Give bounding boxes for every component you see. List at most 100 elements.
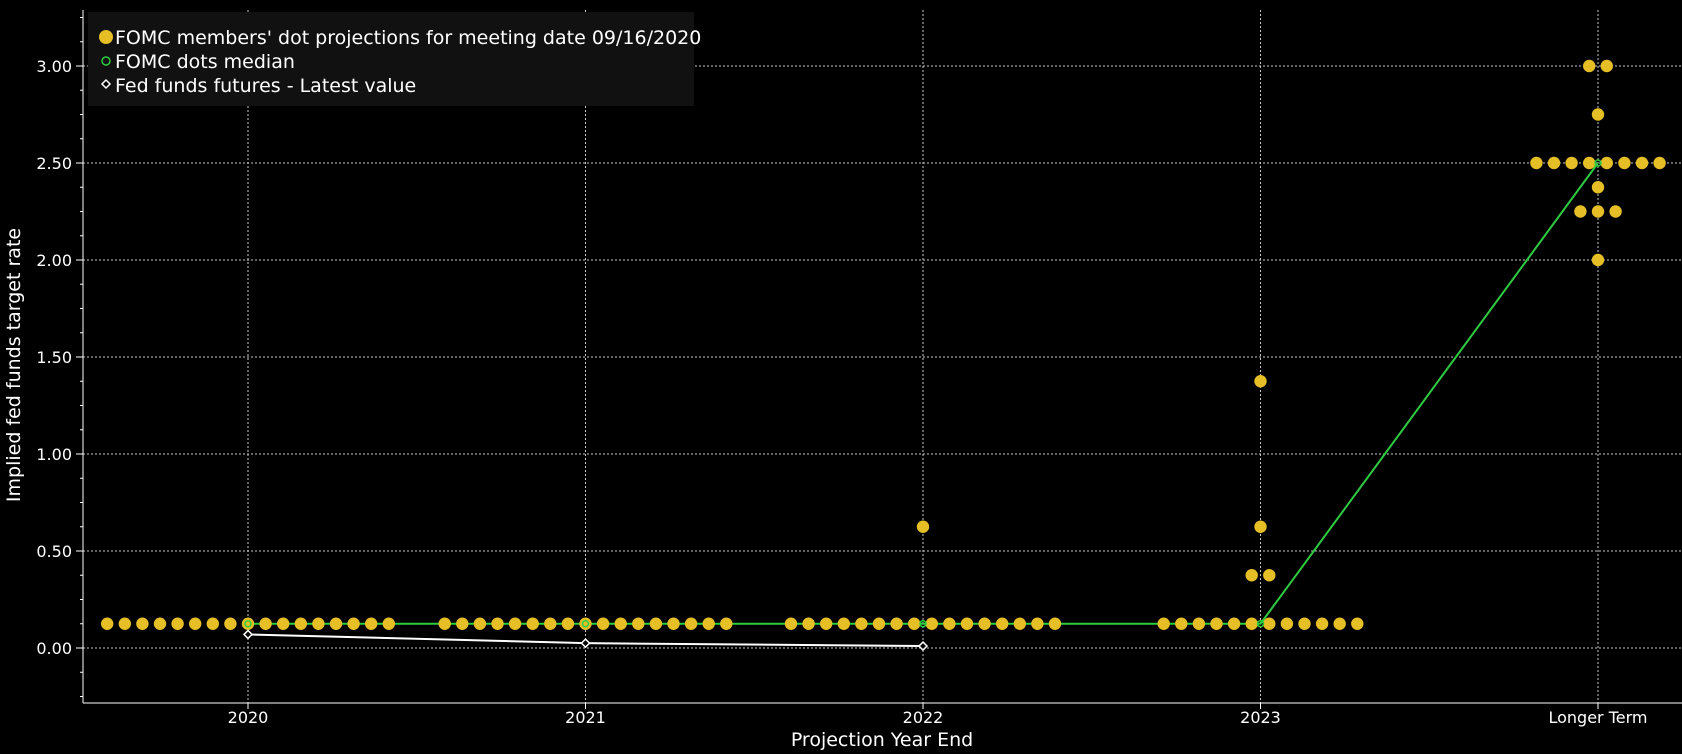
- projection-dot: [1583, 156, 1596, 170]
- projection-dot: [561, 617, 575, 630]
- projection-dot: [224, 617, 237, 630]
- projection-dot: [1227, 617, 1241, 630]
- projection-dot: [1254, 520, 1267, 533]
- projection-dot: [294, 617, 307, 630]
- projection-dot: [579, 617, 592, 630]
- axes: 0.00 0.50 1.00 1.50 2.00 2.50 3.00 2020 2021 2022…: [36, 10, 1682, 727]
- projection-dot: [1351, 617, 1364, 630]
- projection-dot: [908, 617, 921, 630]
- y-tick-label: 0.00: [36, 639, 72, 658]
- x-tick-label: 2020: [228, 708, 269, 727]
- x-tick-label: Longer Term: [1548, 708, 1647, 727]
- projection-dot: [978, 617, 991, 630]
- projection-dot: [720, 617, 733, 630]
- projection-dot: [820, 617, 833, 630]
- projection-dot: [667, 617, 680, 630]
- x-tick-label: 2022: [903, 708, 944, 727]
- projection-dot: [1175, 617, 1188, 630]
- y-tick-label: 3.00: [36, 57, 72, 76]
- y-tick-label: 2.00: [36, 251, 72, 270]
- projection-dot: [277, 617, 290, 630]
- projection-dot: [996, 617, 1009, 630]
- projection-dot: [347, 617, 360, 630]
- projection-dot: [1048, 617, 1062, 630]
- projection-dot: [802, 617, 815, 630]
- projection-dot: [1254, 375, 1267, 388]
- projection-dot: [1333, 617, 1346, 630]
- futures-markers: [242, 629, 929, 652]
- legend: FOMC members' dot projections for meetin…: [88, 12, 701, 106]
- x-tick-label: 2021: [565, 708, 606, 727]
- projection-dot: [1565, 156, 1578, 170]
- legend-median-marker: [101, 56, 111, 66]
- projection-dot: [241, 617, 255, 630]
- projection-dot: [438, 617, 451, 630]
- median-marker: [244, 620, 252, 628]
- projection-dot: [960, 617, 974, 630]
- x-axis-title: Projection Year End: [791, 729, 973, 751]
- projection-dot: [632, 617, 645, 630]
- projection-dot: [491, 617, 504, 630]
- projection-dot: [382, 617, 395, 630]
- projection-dot: [1653, 156, 1666, 170]
- projection-dot: [855, 617, 868, 630]
- projection-dot: [1031, 617, 1044, 630]
- projection-dot: [684, 617, 698, 630]
- projection-dot: [1245, 569, 1258, 582]
- projection-dot: [259, 617, 272, 630]
- projection-dot: [1315, 617, 1329, 630]
- projection-dot: [1263, 569, 1276, 582]
- projection-dot: [526, 617, 539, 630]
- y-tick-label: 1.50: [36, 348, 72, 367]
- legend-label-dots: FOMC members' dot projections for meetin…: [115, 27, 701, 49]
- median-line: [248, 162, 1599, 625]
- projection-dot: [837, 617, 850, 630]
- y-axis-title: Implied fed funds target rate: [3, 228, 25, 502]
- futures-marker: [917, 640, 929, 652]
- projection-dot: [1609, 205, 1622, 218]
- projection-dot: [1530, 156, 1543, 170]
- projection-dot: [649, 617, 663, 630]
- projection-dot: [1600, 156, 1614, 170]
- projection-dot: [1157, 617, 1170, 630]
- y-tick-label: 2.50: [36, 154, 72, 173]
- projection-dot: [1547, 156, 1561, 170]
- projection-dot: [136, 617, 149, 630]
- projection-dot: [1298, 617, 1311, 630]
- projection-dot: [1245, 617, 1258, 630]
- projection-dot: [1583, 59, 1596, 73]
- projection-dot: [702, 617, 715, 630]
- projection-dot: [1591, 181, 1605, 194]
- legend-dot-marker: [99, 30, 113, 44]
- median-marker: [581, 620, 590, 628]
- legend-label-futures: Fed funds futures - Latest value: [115, 75, 416, 97]
- legend-label-median: FOMC dots median: [115, 51, 295, 73]
- projection-dot: [1210, 617, 1223, 630]
- projection-dot: [312, 617, 325, 630]
- projection-dot: [365, 617, 378, 630]
- projection-dot: [101, 617, 114, 630]
- projection-dot: [784, 617, 798, 630]
- projection-dot: [544, 617, 557, 630]
- projection-dot: [189, 617, 202, 630]
- projection-dot: [1591, 253, 1605, 267]
- projection-dot: [206, 617, 219, 630]
- projection-dot: [118, 617, 131, 630]
- projection-dot: [890, 617, 903, 630]
- futures-marker: [242, 629, 254, 640]
- y-tick-label: 1.00: [36, 445, 72, 464]
- projection-dot: [153, 617, 167, 630]
- projection-dot: [1574, 205, 1587, 218]
- legend-futures-marker: [100, 78, 112, 90]
- projection-dot: [596, 617, 610, 630]
- projection-dot: [1618, 156, 1631, 170]
- grid-lines: [83, 10, 1682, 703]
- median-marker: [1256, 620, 1265, 628]
- median-marker: [919, 620, 927, 628]
- projection-dot: [614, 617, 627, 630]
- projection-dot: [171, 617, 184, 630]
- projection-dot: [872, 617, 886, 630]
- projection-dot: [1591, 205, 1605, 218]
